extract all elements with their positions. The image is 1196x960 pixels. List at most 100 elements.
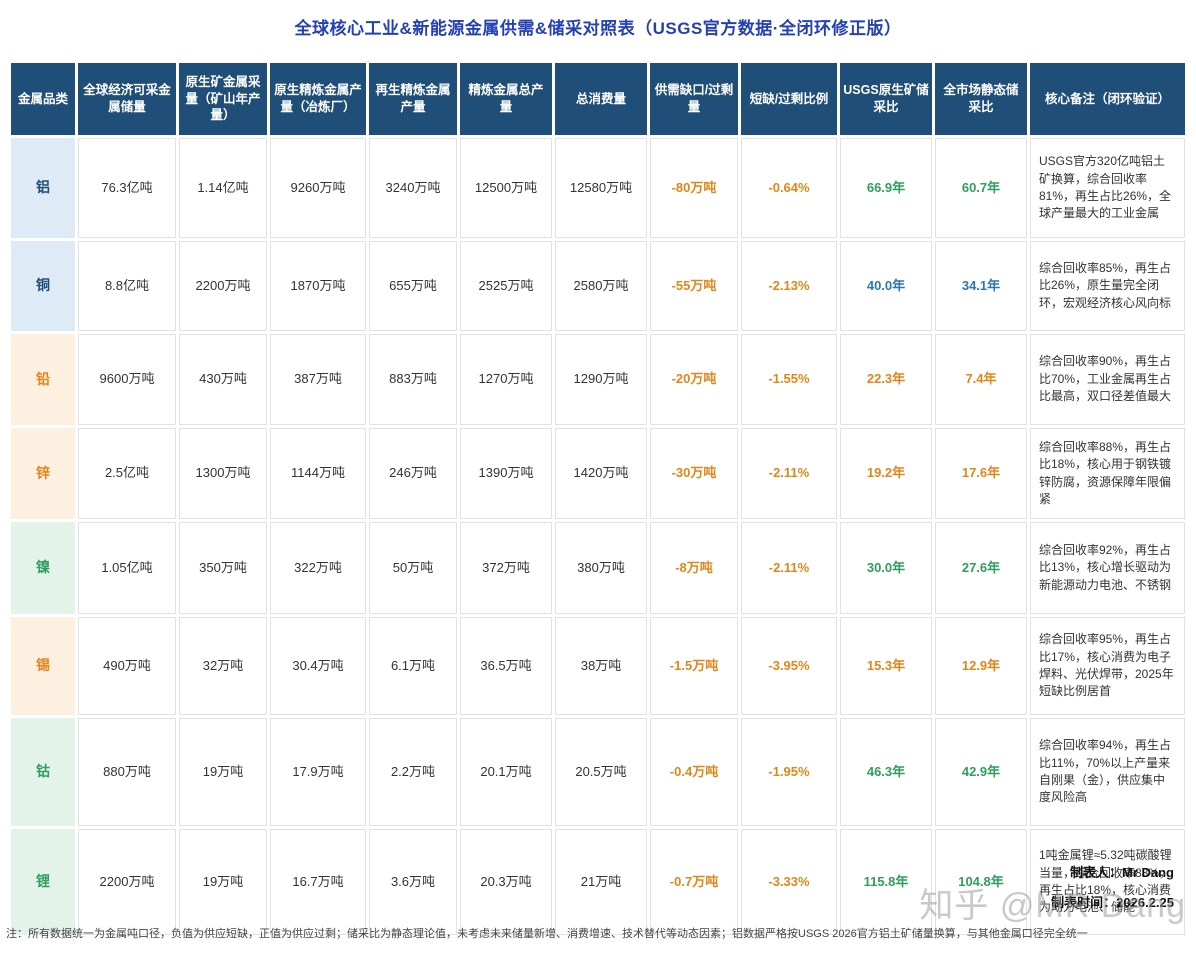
column-header-1: 全球经济可采金属储量 bbox=[78, 63, 176, 135]
cell-note: 1吨金属锂≈5.32吨碳酸锂当量，综合回收率88%，再生占比18%，核心消费为动… bbox=[1030, 829, 1185, 935]
cell-gap-ratio: -3.95% bbox=[741, 617, 837, 715]
cell-gap-ratio: -2.11% bbox=[741, 428, 837, 519]
cell-usgs-sr: 19.2年 bbox=[840, 428, 932, 519]
metal-label: 锌 bbox=[11, 428, 75, 519]
cell-mine-output: 430万吨 bbox=[179, 334, 267, 425]
page-title: 全球核心工业&新能源金属供需&储采对照表（USGS官方数据·全闭环修正版） bbox=[294, 19, 902, 38]
cell-usgs-sr: 22.3年 bbox=[840, 334, 932, 425]
table-row-镍: 镍 1.05亿吨 350万吨 322万吨 50万吨 372万吨 380万吨 -8万吨 -2.11… bbox=[11, 522, 1185, 614]
table-row-铜: 铜 8.8亿吨 2200万吨 1870万吨 655万吨 2525万吨 2580万吨 -55万吨… bbox=[11, 241, 1185, 331]
footnote: 注：所有数据统一为金属吨口径，负值为供应短缺，正值为供应过剩；储采比为静态理论值… bbox=[6, 928, 1088, 940]
cell-consumption: 21万吨 bbox=[555, 829, 647, 935]
column-header-6: 总消费量 bbox=[555, 63, 647, 135]
cell-gap: -30万吨 bbox=[650, 428, 738, 519]
cell-consumption: 1290万吨 bbox=[555, 334, 647, 425]
metal-label: 锡 bbox=[11, 617, 75, 715]
cell-gap: -0.4万吨 bbox=[650, 718, 738, 826]
cell-primary-refined: 17.9万吨 bbox=[270, 718, 366, 826]
cell-gap-ratio: -2.11% bbox=[741, 522, 837, 614]
column-header-4: 再生精炼金属产量 bbox=[369, 63, 457, 135]
column-header-3: 原生精炼金属产量（冶炼厂） bbox=[270, 63, 366, 135]
cell-gap: -1.5万吨 bbox=[650, 617, 738, 715]
zhihu-watermark: 知乎 @MR Dang bbox=[919, 887, 1186, 925]
metal-label: 锂 bbox=[11, 829, 75, 935]
table-header: 金属品类 全球经济可采金属储量 原生矿金属采量（矿山年产量） 原生精炼金属产量（冶炼厂… bbox=[11, 63, 1185, 135]
cell-reserves: 490万吨 bbox=[78, 617, 176, 715]
column-header-10: 全市场静态储采比 bbox=[935, 63, 1027, 135]
cell-primary-refined: 9260万吨 bbox=[270, 138, 366, 238]
cell-consumption: 20.5万吨 bbox=[555, 718, 647, 826]
cell-usgs-sr: 30.0年 bbox=[840, 522, 932, 614]
cell-usgs-sr: 40.0年 bbox=[840, 241, 932, 331]
table-row-铝: 铝 76.3亿吨 1.14亿吨 9260万吨 3240万吨 12500万吨 12580万吨 -… bbox=[11, 138, 1185, 238]
cell-market-sr: 17.6年 bbox=[935, 428, 1027, 519]
metal-label: 钴 bbox=[11, 718, 75, 826]
cell-mine-output: 32万吨 bbox=[179, 617, 267, 715]
table-row-锡: 锡 490万吨 32万吨 30.4万吨 6.1万吨 36.5万吨 38万吨 -1.5万吨 -3.… bbox=[11, 617, 1185, 715]
cell-recycled-refined: 2.2万吨 bbox=[369, 718, 457, 826]
cell-recycled-refined: 655万吨 bbox=[369, 241, 457, 331]
cell-total-refined: 12500万吨 bbox=[460, 138, 552, 238]
column-header-0: 金属品类 bbox=[11, 63, 75, 135]
table-body: 铝 76.3亿吨 1.14亿吨 9260万吨 3240万吨 12500万吨 12580万吨 -… bbox=[11, 138, 1185, 935]
cell-recycled-refined: 3.6万吨 bbox=[369, 829, 457, 935]
cell-mine-output: 2200万吨 bbox=[179, 241, 267, 331]
cell-market-sr: 104.8年 bbox=[935, 829, 1027, 935]
cell-gap: -8万吨 bbox=[650, 522, 738, 614]
cell-market-sr: 42.9年 bbox=[935, 718, 1027, 826]
cell-market-sr: 7.4年 bbox=[935, 334, 1027, 425]
cell-usgs-sr: 15.3年 bbox=[840, 617, 932, 715]
cell-reserves: 2200万吨 bbox=[78, 829, 176, 935]
cell-mine-output: 1.14亿吨 bbox=[179, 138, 267, 238]
metal-label: 铅 bbox=[11, 334, 75, 425]
cell-total-refined: 1390万吨 bbox=[460, 428, 552, 519]
cell-market-sr: 34.1年 bbox=[935, 241, 1027, 331]
column-header-5: 精炼金属总产量 bbox=[460, 63, 552, 135]
table-row-锌: 锌 2.5亿吨 1300万吨 1144万吨 246万吨 1390万吨 1420万吨 -30万吨… bbox=[11, 428, 1185, 519]
date-line: 制表时间：2026.2.25 bbox=[1051, 895, 1174, 910]
cell-gap: -80万吨 bbox=[650, 138, 738, 238]
cell-primary-refined: 1870万吨 bbox=[270, 241, 366, 331]
cell-recycled-refined: 50万吨 bbox=[369, 522, 457, 614]
metal-label: 铝 bbox=[11, 138, 75, 238]
cell-total-refined: 1270万吨 bbox=[460, 334, 552, 425]
cell-primary-refined: 16.7万吨 bbox=[270, 829, 366, 935]
cell-gap: -55万吨 bbox=[650, 241, 738, 331]
cell-total-refined: 36.5万吨 bbox=[460, 617, 552, 715]
table-row-钴: 钴 880万吨 19万吨 17.9万吨 2.2万吨 20.1万吨 20.5万吨 -0.4万吨 -… bbox=[11, 718, 1185, 826]
cell-note: 综合回收率88%，再生占比18%，核心用于钢铁镀锌防腐，资源保障年限偏紧 bbox=[1030, 428, 1185, 519]
table-row-铅: 铅 9600万吨 430万吨 387万吨 883万吨 1270万吨 1290万吨 -20万吨 -… bbox=[11, 334, 1185, 425]
column-header-8: 短缺/过剩比例 bbox=[741, 63, 837, 135]
table-row-锂: 锂 2200万吨 19万吨 16.7万吨 3.6万吨 20.3万吨 21万吨 -0.7万吨 -3… bbox=[11, 829, 1185, 935]
cell-recycled-refined: 6.1万吨 bbox=[369, 617, 457, 715]
column-header-9: USGS原生矿储采比 bbox=[840, 63, 932, 135]
cell-recycled-refined: 883万吨 bbox=[369, 334, 457, 425]
cell-note: 综合回收率95%，再生占比17%，核心消费为电子焊料、光伏焊带，2025年短缺比… bbox=[1030, 617, 1185, 715]
cell-recycled-refined: 3240万吨 bbox=[369, 138, 457, 238]
cell-gap-ratio: -0.64% bbox=[741, 138, 837, 238]
cell-market-sr: 60.7年 bbox=[935, 138, 1027, 238]
cell-mine-output: 19万吨 bbox=[179, 718, 267, 826]
column-header-11: 核心备注（闭环验证） bbox=[1030, 63, 1185, 135]
cell-gap-ratio: -2.13% bbox=[741, 241, 837, 331]
cell-primary-refined: 387万吨 bbox=[270, 334, 366, 425]
metals-table: 金属品类 全球经济可采金属储量 原生矿金属采量（矿山年产量） 原生精炼金属产量（冶炼厂… bbox=[8, 60, 1188, 938]
cell-market-sr: 27.6年 bbox=[935, 522, 1027, 614]
cell-note: USGS官方320亿吨铝土矿换算，综合回收率81%，再生占比26%，全球产量最大… bbox=[1030, 138, 1185, 238]
column-header-7: 供需缺口/过剩量 bbox=[650, 63, 738, 135]
cell-consumption: 12580万吨 bbox=[555, 138, 647, 238]
cell-gap-ratio: -1.95% bbox=[741, 718, 837, 826]
column-header-2: 原生矿金属采量（矿山年产量） bbox=[179, 63, 267, 135]
cell-note: 综合回收率94%，再生占比11%，70%以上产量来自刚果（金），供应集中度风险高 bbox=[1030, 718, 1185, 826]
cell-total-refined: 20.1万吨 bbox=[460, 718, 552, 826]
cell-reserves: 8.8亿吨 bbox=[78, 241, 176, 331]
cell-reserves: 2.5亿吨 bbox=[78, 428, 176, 519]
header-row: 金属品类 全球经济可采金属储量 原生矿金属采量（矿山年产量） 原生精炼金属产量（冶炼厂… bbox=[11, 63, 1185, 135]
cell-usgs-sr: 115.8年 bbox=[840, 829, 932, 935]
cell-total-refined: 372万吨 bbox=[460, 522, 552, 614]
metals-table-container: 金属品类 全球经济可采金属储量 原生矿金属采量（矿山年产量） 原生精炼金属产量（冶炼厂… bbox=[8, 60, 1188, 938]
cell-reserves: 1.05亿吨 bbox=[78, 522, 176, 614]
cell-total-refined: 20.3万吨 bbox=[460, 829, 552, 935]
cell-consumption: 380万吨 bbox=[555, 522, 647, 614]
cell-mine-output: 350万吨 bbox=[179, 522, 267, 614]
